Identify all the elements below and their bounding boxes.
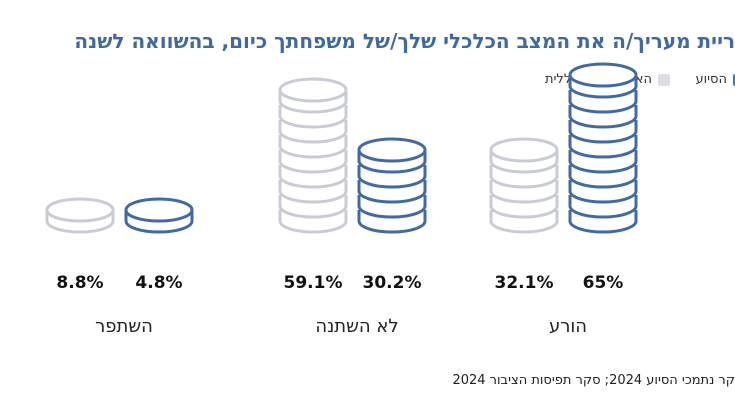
legend-item-aid: הסיוע	[695, 70, 735, 90]
coin-top	[45, 197, 115, 223]
coin-top	[568, 62, 638, 88]
category-label: הורע	[549, 316, 587, 337]
legend-swatch-aid	[733, 74, 735, 86]
coin-top	[124, 197, 194, 223]
legend-label-aid: הסיוע	[695, 72, 727, 87]
coin-top	[357, 137, 427, 163]
coin-stack-bar	[45, 197, 115, 234]
data-label: 4.8%	[135, 273, 182, 293]
coin-stack-bar	[568, 62, 638, 234]
category-label: לא השתנה	[315, 316, 398, 337]
data-label: 65%	[583, 273, 624, 293]
category-group: 8.8% 4.8% השתפר	[45, 197, 194, 337]
coin-top	[489, 137, 559, 163]
chart-title: ריית מעריך/ה את המצב הכלכלי שלך/של משפחת…	[74, 29, 735, 53]
data-label: 59.1%	[284, 273, 343, 293]
data-label: 30.2%	[363, 273, 422, 293]
category-group: 59.1% 30.2% לא השתנה	[278, 77, 427, 337]
legend-swatch-general	[658, 74, 670, 86]
data-label: 32.1%	[495, 273, 554, 293]
coin-stack-bar	[278, 77, 348, 234]
category-group: 32.1% 65% הורע	[489, 62, 638, 337]
category-label: השתפר	[95, 316, 153, 337]
coin-top	[278, 77, 348, 103]
coin-stack-bar	[489, 137, 559, 234]
coin-stack-bar	[124, 197, 194, 234]
coin-stack-bar	[357, 137, 427, 234]
source-note: קר נתמכי הסיוע 2024; סקר תפיסות הציבור 2…	[452, 373, 735, 388]
data-label: 8.8%	[56, 273, 103, 293]
